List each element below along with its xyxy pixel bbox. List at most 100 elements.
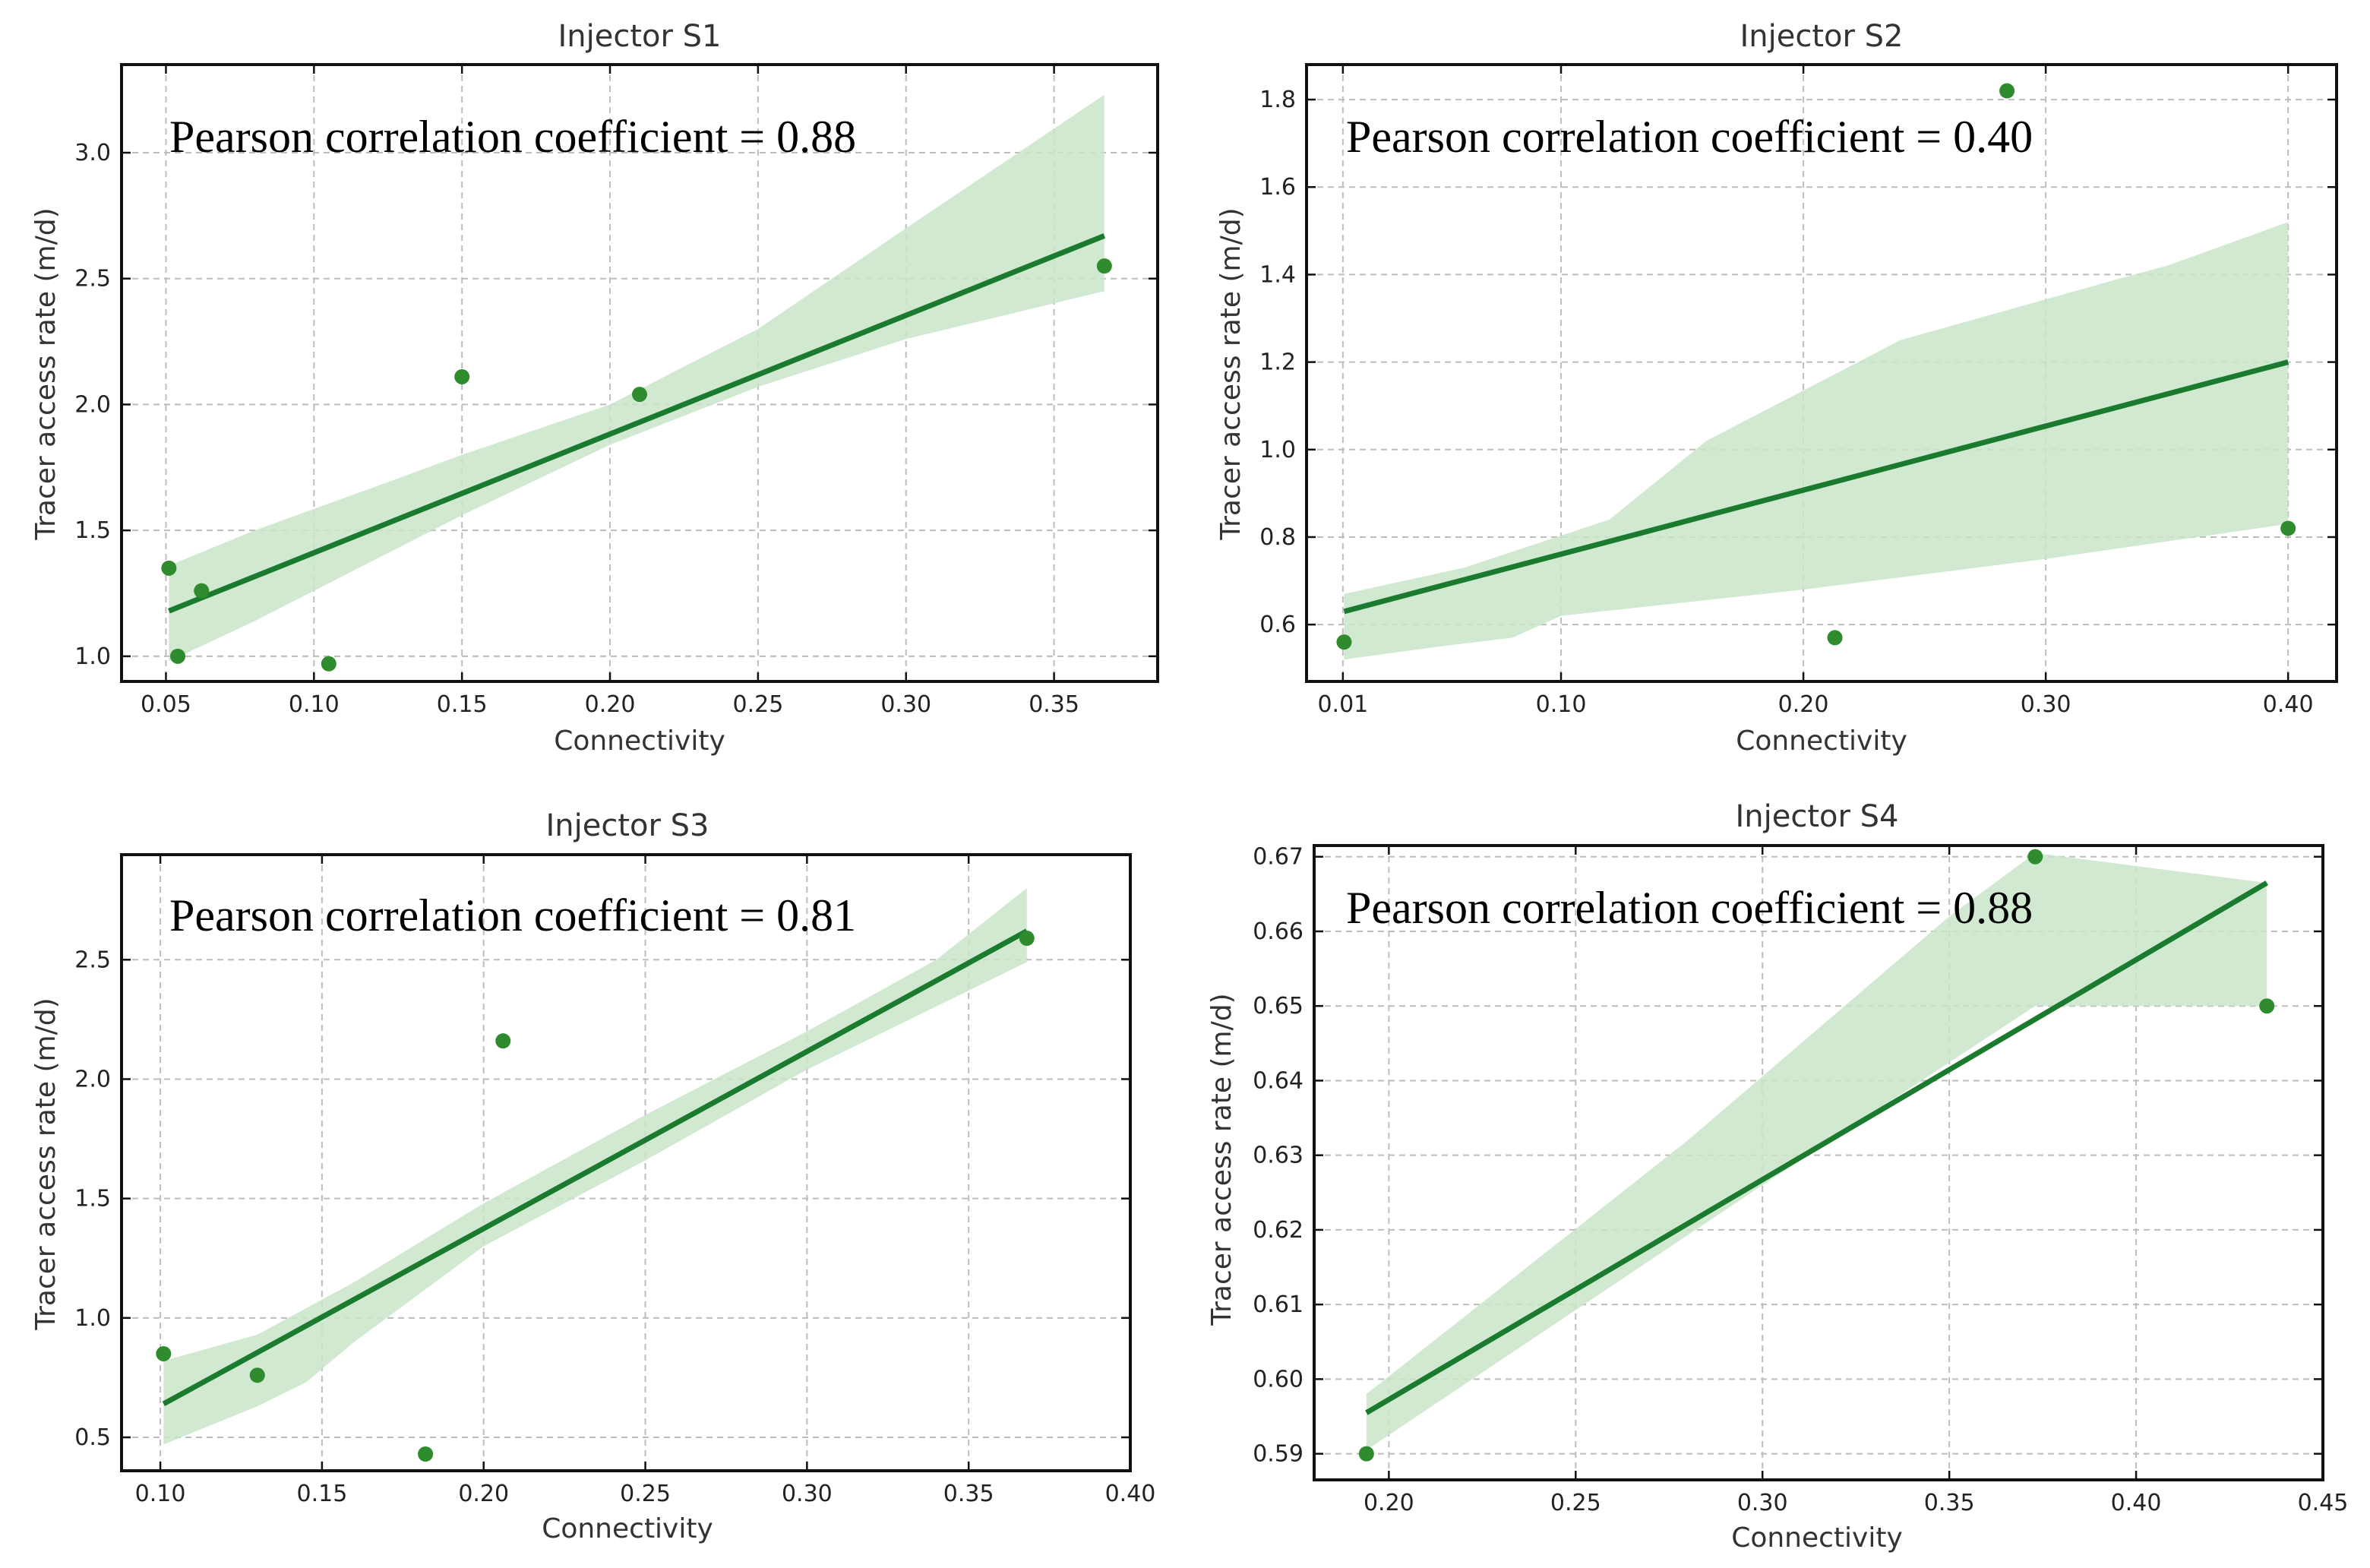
x-tick-label: 0.35 bbox=[943, 1481, 994, 1507]
x-tick-label: 0.20 bbox=[1364, 1490, 1414, 1516]
plot-frame bbox=[1313, 844, 2324, 1481]
y-axis-label: Tracer access rate (m/d) bbox=[1215, 207, 1247, 540]
data-point bbox=[2259, 998, 2275, 1014]
y-axis-label: Tracer access rate (m/d) bbox=[1206, 993, 1237, 1326]
x-tick-label: 0.10 bbox=[1536, 691, 1587, 718]
data-point bbox=[1096, 258, 1112, 274]
pearson-annotation: Pearson correlation coefficient = 0.40 bbox=[1346, 112, 2033, 162]
y-tick-label: 3.0 bbox=[74, 140, 111, 166]
x-tick-label: 0.20 bbox=[458, 1481, 509, 1507]
x-axis-label: Connectivity bbox=[1736, 726, 1907, 757]
pearson-annotation: Pearson correlation coefficient = 0.81 bbox=[169, 890, 856, 940]
y-tick-label: 0.5 bbox=[74, 1424, 111, 1451]
x-tick-label: 0.30 bbox=[2021, 691, 2071, 718]
panel-title: Injector S2 bbox=[1740, 19, 1903, 54]
data-point bbox=[418, 1446, 434, 1462]
x-tick-label: 0.25 bbox=[1550, 1490, 1601, 1516]
plot-frame bbox=[120, 853, 1132, 1472]
regression-line bbox=[1343, 359, 2289, 615]
y-axis-label: Tracer access rate (m/d) bbox=[30, 997, 62, 1330]
plot-area: 0.10 0.15 0.20 0.25 0.30 0.35 0.40 0.5 1.0 1.5 2.0… bbox=[74, 853, 1156, 1507]
y-tick-label: 0.63 bbox=[1253, 1143, 1304, 1169]
data-point bbox=[1999, 83, 2015, 99]
panel-injector-s2: Injector S2 Connectivity Tracer access r… bbox=[1215, 19, 2338, 757]
x-tick-label: 0.15 bbox=[296, 1481, 347, 1507]
data-point bbox=[321, 656, 337, 672]
y-tick-label: 2.0 bbox=[74, 1066, 111, 1092]
y-tick-label: 1.5 bbox=[74, 1186, 111, 1212]
y-tick-label: 0.60 bbox=[1253, 1366, 1304, 1393]
panel-injector-s1: Injector S1 Connectivity Tracer access r… bbox=[30, 19, 1159, 757]
plot-frame bbox=[1305, 63, 2338, 683]
x-tick-label: 0.01 bbox=[1317, 691, 1368, 718]
y-tick-label: 0.62 bbox=[1253, 1217, 1304, 1244]
y-tick-label: 1.4 bbox=[1259, 261, 1296, 288]
x-tick-label: 0.05 bbox=[141, 691, 191, 718]
y-tick-label: 1.6 bbox=[1259, 174, 1296, 201]
y-tick-label: 0.61 bbox=[1253, 1291, 1304, 1318]
x-tick-label: 0.20 bbox=[1778, 691, 1829, 718]
data-point bbox=[1336, 634, 1352, 650]
panel-injector-s4: Injector S4 Connectivity Tracer access r… bbox=[1206, 799, 2348, 1554]
panel-injector-s3: Injector S3 Connectivity Tracer access r… bbox=[30, 808, 1155, 1544]
x-axis-label: Connectivity bbox=[554, 726, 725, 757]
data-point bbox=[2027, 849, 2043, 865]
x-axis-label: Connectivity bbox=[1731, 1522, 1903, 1554]
y-tick-label: 2.0 bbox=[74, 391, 111, 418]
y-tick-label: 0.67 bbox=[1253, 844, 1304, 871]
data-point bbox=[1358, 1446, 1374, 1462]
data-point bbox=[161, 560, 177, 576]
x-tick-label: 0.10 bbox=[135, 1481, 186, 1507]
y-tick-label: 2.5 bbox=[74, 266, 111, 292]
x-tick-label: 0.25 bbox=[620, 1481, 671, 1507]
x-tick-label: 0.35 bbox=[1924, 1490, 1975, 1516]
pearson-annotation: Pearson correlation coefficient = 0.88 bbox=[169, 112, 856, 162]
x-tick-label: 0.25 bbox=[732, 691, 783, 718]
data-point bbox=[194, 583, 210, 599]
data-point bbox=[632, 387, 647, 403]
y-tick-label: 0.8 bbox=[1259, 524, 1296, 551]
data-point bbox=[1827, 630, 1843, 646]
x-tick-label: 0.10 bbox=[289, 691, 340, 718]
pearson-annotation: Pearson correlation coefficient = 0.88 bbox=[1346, 883, 2033, 933]
y-tick-label: 0.66 bbox=[1253, 918, 1304, 945]
plot-frame bbox=[120, 63, 1159, 683]
panel-title: Injector S1 bbox=[558, 19, 721, 54]
data-point bbox=[156, 1345, 172, 1361]
y-tick-label: 0.59 bbox=[1253, 1441, 1304, 1468]
data-point bbox=[454, 368, 470, 384]
y-tick-label: 1.0 bbox=[74, 1305, 111, 1332]
data-point bbox=[249, 1367, 265, 1383]
data-point bbox=[2280, 520, 2296, 536]
y-axis-label: Tracer access rate (m/d) bbox=[30, 207, 62, 540]
data-point bbox=[495, 1033, 511, 1049]
regression-line bbox=[168, 233, 1106, 614]
panel-title: Injector S3 bbox=[545, 808, 709, 843]
x-tick-label: 0.45 bbox=[2298, 1490, 2349, 1516]
y-tick-label: 1.0 bbox=[74, 643, 111, 670]
x-axis-label: Connectivity bbox=[542, 1513, 713, 1544]
panel-title: Injector S4 bbox=[1735, 799, 1898, 834]
x-tick-label: 0.30 bbox=[880, 691, 931, 718]
plot-area: 0.05 0.10 0.15 0.20 0.25 0.30 0.35 1.0 1.5 2.0 2.5… bbox=[74, 63, 1159, 718]
x-tick-label: 0.15 bbox=[437, 691, 488, 718]
confidence-band bbox=[1344, 222, 2289, 660]
y-tick-label: 2.5 bbox=[74, 947, 111, 973]
x-tick-label: 0.40 bbox=[2263, 691, 2314, 718]
y-tick-label: 1.5 bbox=[74, 517, 111, 544]
y-tick-label: 1.2 bbox=[1259, 349, 1296, 376]
confidence-band bbox=[169, 94, 1104, 662]
x-tick-label: 0.30 bbox=[782, 1481, 833, 1507]
x-tick-label: 0.40 bbox=[1105, 1481, 1156, 1507]
confidence-band bbox=[1366, 852, 2267, 1450]
plot-area: 0.01 0.10 0.20 0.30 0.40 0.6 0.8 1.0 1.2 1.4 1.6 1.… bbox=[1259, 63, 2338, 718]
y-tick-label: 0.64 bbox=[1253, 1067, 1304, 1094]
y-tick-label: 1.0 bbox=[1259, 437, 1296, 463]
data-point bbox=[170, 648, 186, 664]
data-point bbox=[1019, 931, 1035, 947]
x-tick-label: 0.20 bbox=[585, 691, 636, 718]
regression-line bbox=[162, 928, 1029, 1407]
x-tick-label: 0.35 bbox=[1029, 691, 1079, 718]
x-tick-label: 0.30 bbox=[1737, 1490, 1788, 1516]
